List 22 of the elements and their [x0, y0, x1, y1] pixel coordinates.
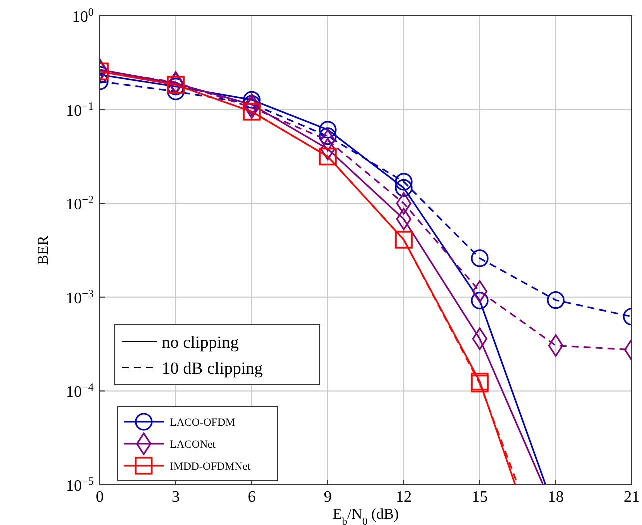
clipping-key: no clipping 10 dB clipping: [114, 324, 320, 386]
x-tick-label: 0: [96, 489, 104, 506]
legend-label: LACO-OFDM: [170, 417, 236, 429]
y-tick-label: 10$^{−5}$: [66, 476, 94, 495]
annotation: 10 dB clipping: [162, 359, 264, 378]
x-tick-label: 3: [172, 489, 180, 506]
annotation: no clipping: [162, 333, 240, 352]
x-tick-label: 12: [396, 489, 412, 506]
legend-label: LACONet: [170, 439, 216, 451]
y-tick-label: 10$^{0}$: [72, 7, 94, 26]
x-tick-label: 15: [472, 489, 488, 506]
x-tick-label: 9: [324, 489, 332, 506]
y-tick-label: 10$^{−1}$: [66, 100, 94, 120]
x-tick-label: 21: [624, 489, 640, 506]
x-tick-label: 18: [548, 489, 564, 506]
y-tick-label: 10$^{−3}$: [66, 288, 94, 308]
y-axis-title: BER: [36, 236, 52, 266]
x-axis-title: E$_{b}$/N$_{0}$ (dB): [333, 507, 399, 525]
y-tick-label: 10$^{−4}$: [66, 382, 94, 402]
y-tick-label: 10$^{−2}$: [66, 194, 94, 214]
x-tick-label: 6: [248, 489, 256, 506]
legend-label: IMDD-OFDMNet: [170, 461, 251, 473]
